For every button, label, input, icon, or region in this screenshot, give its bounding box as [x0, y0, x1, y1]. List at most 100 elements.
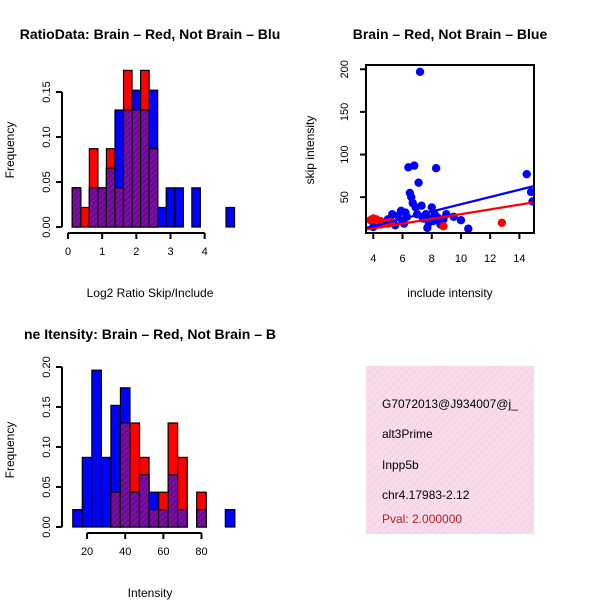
ratio-histogram-overlap-hatch	[149, 148, 158, 227]
ratio-histogram-xlabel: Log2 Ratio Skip/Include	[87, 286, 214, 300]
intensity-scatter-y-axis: 50 100 150 200	[339, 60, 366, 203]
ratio-histogram-x-tick-label: 1	[99, 246, 105, 258]
intensity-histogram-x-axis: 20 40 60 80	[81, 532, 208, 558]
ratio-histogram-bars	[71, 69, 236, 228]
intensity-scatter-notbrain-point	[414, 178, 423, 187]
intensity-scatter-x-tick-label: 12	[484, 253, 496, 265]
info-gene-name: Inpp5b	[382, 458, 419, 472]
intensity-scatter-plot-box	[365, 64, 535, 234]
ratio-histogram-title: RatioData: Brain – Red, Not Brain – Blu	[20, 26, 281, 42]
intensity-histogram-notbrain-bar	[224, 509, 236, 528]
intensity-histogram-overlap-hatch	[129, 492, 140, 527]
info-event-id: G7072013@J934007@j_	[382, 397, 518, 411]
intensity-scatter-title: Brain – Red, Not Brain – Blue	[353, 26, 548, 42]
intensity-scatter-notbrain-point	[456, 216, 466, 225]
intensity-scatter-points	[366, 67, 534, 233]
intensity-scatter-notbrain-point	[427, 203, 436, 212]
intensity-scatter-x-tick-label: 10	[455, 253, 467, 265]
ratio-histogram-x-tick-label: 2	[133, 246, 139, 258]
intensity-histogram-overlap-hatch	[110, 492, 121, 527]
ratio-histogram-overlap-hatch	[89, 187, 98, 227]
intensity-scatter-brain-point	[497, 218, 507, 227]
intensity-scatter-ylabel: skip intensity	[303, 116, 317, 185]
intensity-scatter-y-tick-label: 150	[339, 103, 351, 121]
intensity-histogram-notbrain-bar	[91, 369, 102, 528]
ratio-histogram-panel: RatioData: Brain – Red, Not Brain – Blu …	[3, 26, 280, 300]
intensity-scatter-y-tick-label: 100	[339, 145, 351, 163]
ratio-histogram-x-tick-label: 0	[65, 246, 71, 258]
intensity-scatter-notbrain-point	[417, 201, 426, 210]
ratio-histogram-x-tick-label: 4	[202, 246, 208, 258]
ratio-histogram-overlap-hatch	[114, 187, 124, 227]
info-panel-hatch	[366, 366, 534, 534]
intensity-histogram-overlap-hatch	[120, 423, 130, 527]
intensity-scatter-x-tick-label: 4	[370, 253, 376, 265]
intensity-scatter-notbrain-fit-line	[366, 185, 534, 229]
intensity-scatter-panel: Brain – Red, Not Brain – Blue 4 6 8 10 12 14 …	[303, 26, 547, 300]
intensity-histogram-y-tick-label: 0.05	[41, 476, 53, 497]
intensity-histogram-notbrain-bar	[81, 456, 93, 528]
intensity-histogram-x-tick-label: 40	[119, 546, 131, 558]
info-pval: Pval: 2.000000	[382, 512, 462, 526]
intensity-histogram-notbrain-bar	[100, 456, 112, 528]
intensity-histogram-y-tick-label: 0.10	[41, 436, 53, 457]
intensity-histogram-overlap-hatch	[149, 509, 159, 527]
intensity-histogram-y-tick-label: 0.20	[41, 356, 53, 377]
ratio-histogram-overlap-hatch	[97, 187, 107, 227]
ratio-histogram-y-axis: 0.00 0.05 0.10 0.15	[41, 81, 63, 238]
info-event-type: alt3Prime	[382, 427, 433, 441]
ratio-histogram-overlap-hatch	[123, 110, 133, 227]
ratio-histogram-y-tick-label: 0.00	[41, 216, 53, 237]
ratio-histogram-y-tick-label: 0.10	[41, 126, 53, 147]
ratio-histogram-x-axis: 0 1 2 3 4	[65, 232, 208, 258]
intensity-histogram-notbrain-bar	[72, 509, 83, 528]
intensity-histogram-bars	[72, 369, 236, 528]
ratio-histogram-overlap-hatch	[106, 168, 115, 227]
intensity-histogram-overlap-hatch	[168, 474, 178, 527]
intensity-scatter-notbrain-point	[464, 224, 473, 233]
intensity-histogram-y-tick-label: 0.00	[41, 516, 53, 537]
intensity-scatter-y-tick-label: 200	[339, 60, 351, 78]
intensity-scatter-brain-point	[439, 221, 448, 231]
ratio-histogram-notbrain-bar	[174, 187, 184, 228]
intensity-scatter-notbrain-point	[522, 169, 531, 179]
info-location: chr4.17983-2.12	[382, 488, 470, 502]
intensity-histogram-x-tick-label: 20	[81, 546, 93, 558]
intensity-histogram-title: ne Itensity: Brain – Red, Not Brain – B	[24, 326, 276, 342]
ratio-histogram-x-tick-label: 3	[167, 246, 173, 258]
ratio-histogram-overlap-hatch	[72, 187, 81, 227]
intensity-histogram-panel: ne Itensity: Brain – Red, Not Brain – B …	[3, 326, 276, 600]
intensity-scatter-x-tick-label: 6	[399, 253, 405, 265]
ratio-histogram-y-tick-label: 0.05	[41, 171, 53, 192]
intensity-scatter-notbrain-point	[410, 161, 419, 170]
intensity-histogram-y-axis: 0.00 0.05 0.10 0.15 0.20	[41, 356, 63, 538]
intensity-histogram-overlap-hatch	[196, 509, 207, 527]
intensity-scatter-x-tick-label: 14	[513, 253, 525, 265]
info-panel: G7072013@J934007@j_ alt3Prime Inpp5b chr…	[366, 366, 534, 534]
ratio-histogram-notbrain-bar	[191, 187, 201, 228]
intensity-histogram-overlap-hatch	[177, 509, 188, 527]
intensity-scatter-notbrain-point	[526, 187, 534, 197]
ratio-histogram-ylabel: Frequency	[3, 122, 17, 179]
intensity-scatter-xlabel: include intensity	[407, 286, 492, 300]
intensity-scatter-notbrain-point	[431, 163, 441, 173]
intensity-scatter-brain-fit-line	[366, 201, 534, 231]
intensity-histogram-ylabel: Frequency	[3, 422, 17, 479]
ratio-histogram-y-tick-label: 0.15	[41, 81, 53, 102]
ratio-histogram-brain-bar	[80, 206, 90, 228]
intensity-histogram-x-tick-label: 80	[195, 546, 207, 558]
intensity-histogram-y-tick-label: 0.15	[41, 396, 53, 417]
intensity-scatter-x-axis: 4 6 8 10 12 14	[370, 233, 526, 265]
ratio-histogram-overlap-hatch	[140, 110, 150, 227]
intensity-histogram-xlabel: Intensity	[128, 586, 173, 600]
intensity-histogram-overlap-hatch	[158, 509, 169, 527]
intensity-histogram-overlap-hatch	[139, 474, 150, 527]
intensity-scatter-fit-lines	[366, 185, 534, 231]
ratio-histogram-notbrain-bar	[157, 206, 167, 228]
intensity-scatter-notbrain-point	[415, 67, 425, 77]
ratio-histogram-overlap-hatch	[132, 110, 141, 227]
ratio-histogram-notbrain-bar	[165, 187, 176, 228]
intensity-scatter-x-tick-label: 8	[429, 253, 435, 265]
ratio-histogram-notbrain-bar	[225, 206, 236, 228]
